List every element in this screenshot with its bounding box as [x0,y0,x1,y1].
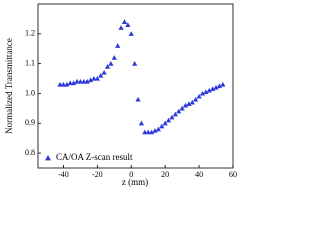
data-point [149,129,155,135]
data-point [118,25,124,30]
data-point [155,126,161,132]
data-point [159,123,165,129]
data-point [132,61,138,66]
data-point [182,102,189,108]
data-point [135,96,141,102]
data-point [101,69,107,75]
data-point [121,19,128,24]
data-point [104,64,111,69]
data-point [203,89,209,95]
data-point [64,81,70,87]
data-point [213,84,219,90]
data-point [189,99,195,105]
data-point [94,75,100,81]
x-tick-label: 20 [161,170,169,179]
x-axis-label: z (mm) [122,177,148,187]
chart: z (mm) Normalized Transmittance -40 -20 0 2… [4,3,237,187]
data-point [74,78,80,84]
data-point [115,43,121,48]
data-point [84,78,90,84]
data-point [142,129,148,135]
data-point [60,81,67,87]
data-point [179,105,185,111]
data-point [193,96,199,102]
data-point [91,75,97,81]
x-tick-label: 40 [195,170,203,179]
data-point [111,55,117,60]
data-point [199,90,206,96]
y-tick-label: 1.2 [25,29,35,38]
data-point [206,87,212,93]
data-point [87,77,94,83]
data-point [125,22,131,27]
plot-frame [37,3,234,169]
x-tick-label: 60 [229,170,237,179]
data-point [98,72,104,78]
data-point [176,108,182,114]
x-tick-label: -20 [92,170,103,179]
x-tick-label: -40 [58,170,69,179]
data-point [108,61,114,66]
data-point [81,78,87,84]
data-point [152,128,158,133]
data-point [162,120,168,126]
x-tick-label: 0 [129,170,133,179]
y-tick-label: 0.9 [25,118,35,127]
y-axis-label: Normalized Transmittance [4,38,14,134]
data-point [186,101,192,106]
data-point [71,80,77,86]
data-point [216,83,223,89]
data-point [67,80,73,86]
data-point [77,78,83,84]
data-point [138,120,145,126]
data-point [220,81,226,87]
data-point [196,93,202,99]
legend-label: CA/OA Z-scan result [56,152,133,162]
data-point [128,31,134,36]
data-point [165,117,172,123]
y-tick-label: 1.1 [25,58,35,67]
y-tick-label: 1.0 [25,88,35,97]
y-tick-label: 0.8 [25,148,35,157]
data-point [57,81,63,87]
data-point [172,111,178,117]
legend-marker [45,155,51,161]
data-point [169,114,175,120]
data-point [145,129,151,135]
data-point [210,86,216,92]
